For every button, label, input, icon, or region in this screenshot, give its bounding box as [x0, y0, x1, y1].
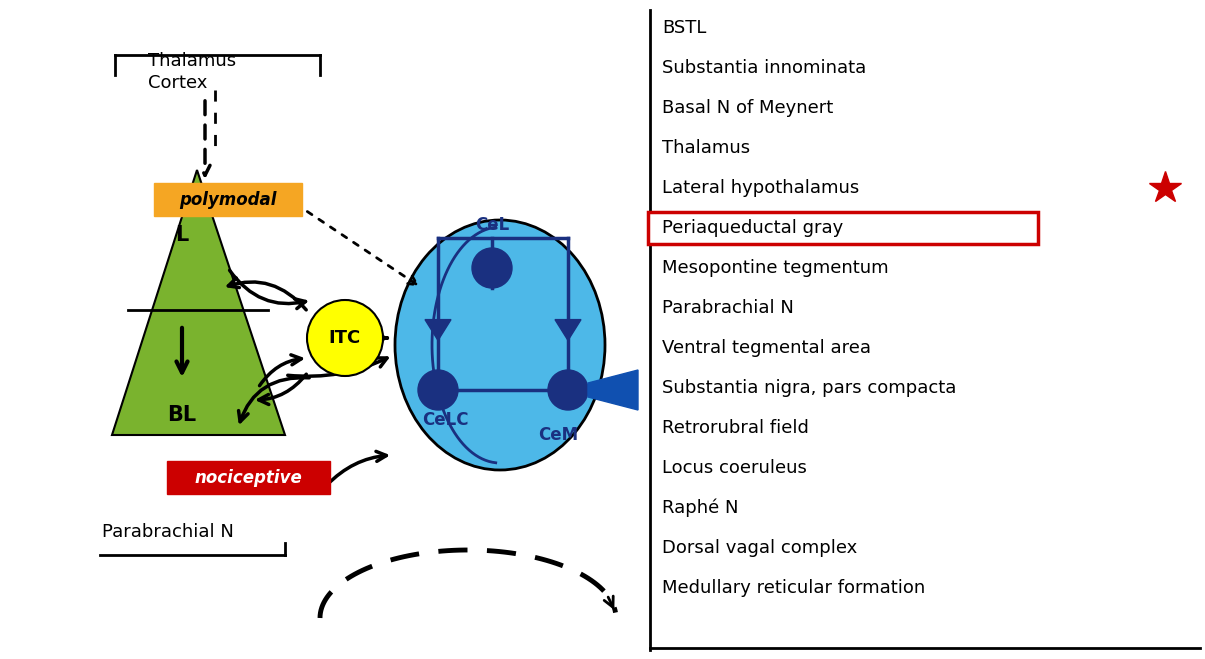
Text: BL: BL — [167, 405, 196, 425]
Ellipse shape — [395, 220, 605, 470]
Text: CeL: CeL — [475, 216, 510, 234]
Text: Mesopontine tegmentum: Mesopontine tegmentum — [662, 259, 888, 277]
Bar — [167, 461, 330, 494]
Text: Ventral tegmental area: Ventral tegmental area — [662, 339, 871, 357]
Text: Thalamus
Cortex: Thalamus Cortex — [148, 52, 236, 92]
Text: Dorsal vagal complex: Dorsal vagal complex — [662, 539, 857, 557]
Text: nociceptive: nociceptive — [194, 469, 302, 487]
Text: L: L — [176, 225, 189, 245]
Text: Medullary reticular formation: Medullary reticular formation — [662, 579, 925, 597]
Text: Substantia nigra, pars compacta: Substantia nigra, pars compacta — [662, 379, 957, 397]
Text: BSTL: BSTL — [662, 19, 706, 37]
Text: Parabrachial N: Parabrachial N — [102, 523, 234, 541]
Text: Thalamus: Thalamus — [662, 139, 751, 157]
Polygon shape — [588, 370, 637, 410]
Text: Lateral hypothalamus: Lateral hypothalamus — [662, 179, 859, 197]
Polygon shape — [425, 320, 451, 341]
Text: CeLC: CeLC — [422, 411, 469, 429]
Text: polymodal: polymodal — [180, 191, 277, 209]
Text: Locus coeruleus: Locus coeruleus — [662, 459, 807, 477]
Text: CeM: CeM — [537, 426, 578, 444]
Text: Periaqueductal gray: Periaqueductal gray — [662, 219, 844, 237]
Bar — [648, 212, 1038, 244]
Text: Substantia innominata: Substantia innominata — [662, 59, 866, 77]
Circle shape — [472, 248, 512, 288]
Circle shape — [307, 300, 383, 376]
Text: ITC: ITC — [329, 329, 362, 347]
Bar — [154, 183, 302, 216]
Text: Raphé N: Raphé N — [662, 499, 739, 517]
Polygon shape — [112, 170, 286, 435]
Circle shape — [418, 370, 458, 410]
Polygon shape — [556, 320, 581, 341]
Text: Parabrachial N: Parabrachial N — [662, 299, 794, 317]
Text: Retrorubral field: Retrorubral field — [662, 419, 809, 437]
Text: Basal N of Meynert: Basal N of Meynert — [662, 99, 833, 117]
Circle shape — [548, 370, 588, 410]
